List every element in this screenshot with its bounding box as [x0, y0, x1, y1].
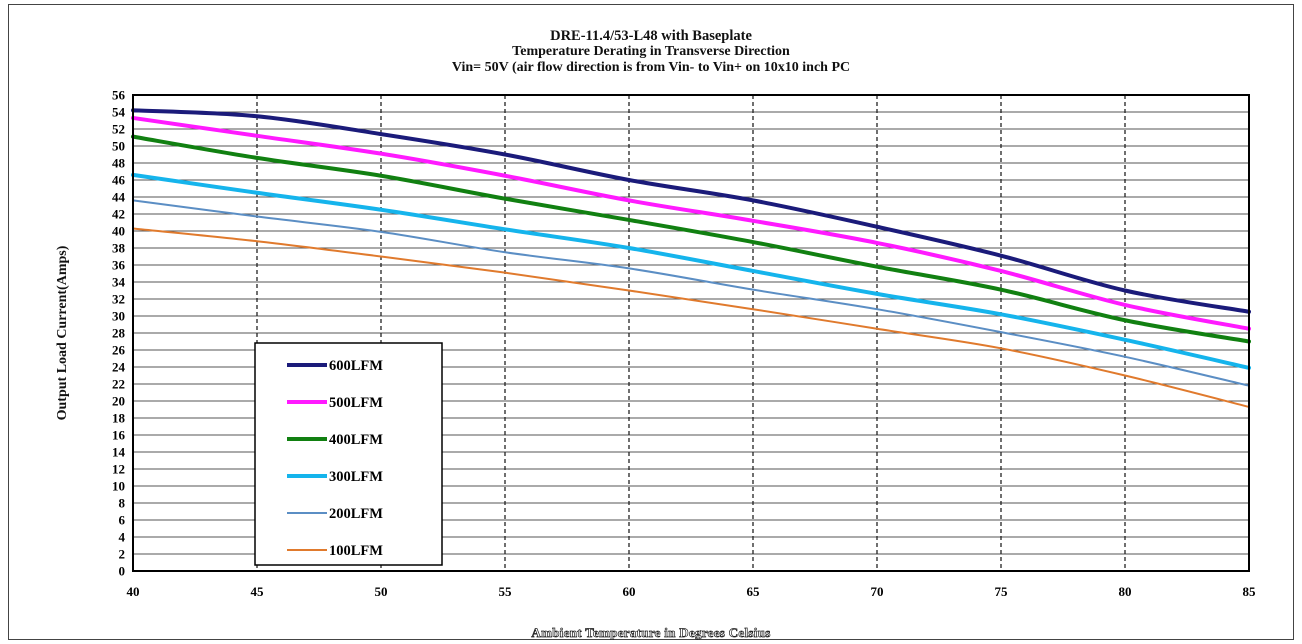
- series-line-400lfm: [131, 134, 1251, 344]
- y-tick-label: 48: [112, 156, 126, 171]
- y-tick-labels: 0246810121416182022242628303234363840424…: [112, 88, 126, 579]
- x-tick-label: 75: [995, 584, 1009, 599]
- y-tick-label: 14: [112, 445, 126, 460]
- y-tick-label: 42: [112, 207, 125, 222]
- x-axis-label: Ambient Temperature in Degrees Celsius: [531, 625, 771, 641]
- x-tick-label: 50: [375, 584, 388, 599]
- chart-subtitle-1: Temperature Derating in Transverse Direc…: [512, 44, 790, 59]
- legend-box: [254, 342, 443, 566]
- x-tick-label: 70: [871, 584, 884, 599]
- y-tick-label: 32: [112, 292, 125, 307]
- legend-label: 600LFM: [329, 358, 383, 374]
- series-line-100lfm: [132, 227, 1250, 408]
- series-line-300lfm: [131, 172, 1251, 370]
- x-tick-label: 60: [623, 584, 636, 599]
- legend-label: 500LFM: [329, 395, 383, 411]
- y-tick-label: 10: [112, 479, 125, 494]
- y-tick-label: 22: [112, 377, 125, 392]
- y-tick-label: 12: [112, 462, 125, 477]
- y-tick-label: 18: [112, 411, 126, 426]
- legend-label: 100LFM: [329, 543, 383, 559]
- y-tick-label: 36: [112, 258, 126, 273]
- y-tick-label: 30: [112, 309, 125, 324]
- legend-label: 300LFM: [329, 469, 383, 485]
- chart-title-block: DRE-11.4/53-L48 with Baseplate Temperatu…: [0, 28, 1302, 76]
- y-tick-label: 50: [112, 139, 125, 154]
- chart-title: DRE-11.4/53-L48 with Baseplate: [550, 28, 752, 44]
- y-axis-label: Output Load Current(Amps): [55, 245, 70, 420]
- y-tick-label: 40: [112, 224, 125, 239]
- legend: 600LFM 500LFM 400LFM 300LFM 200LFM 100LFM: [254, 342, 443, 566]
- y-tick-label: 44: [112, 190, 126, 205]
- y-tick-label: 26: [112, 343, 126, 358]
- x-tick-label: 65: [747, 584, 761, 599]
- chart-frame: [8, 4, 1294, 640]
- y-tick-label: 52: [112, 122, 125, 137]
- y-tick-label: 24: [112, 360, 126, 375]
- series-line-500lfm: [131, 115, 1251, 331]
- y-tick-label: 46: [112, 173, 126, 188]
- y-tick-label: 20: [112, 394, 125, 409]
- y-tick-label: 0: [119, 564, 126, 579]
- x-tick-label: 45: [251, 584, 265, 599]
- series-line-600lfm: [131, 108, 1251, 314]
- chart-subtitle-2: Vin= 50V (air flow direction is from Vin…: [451, 60, 851, 75]
- series-lines: [131, 108, 1251, 408]
- y-tick-label: 6: [119, 513, 126, 528]
- y-tick-label: 56: [112, 88, 126, 103]
- legend-label: 200LFM: [329, 506, 383, 522]
- x-tick-label: 55: [499, 584, 513, 599]
- legend-label: 400LFM: [329, 432, 383, 448]
- y-tick-label: 28: [112, 326, 126, 341]
- x-tick-label: 80: [1119, 584, 1132, 599]
- plot-area-border: [132, 94, 1250, 572]
- x-tick-labels: 40 45 50 55 60 65 70 75 80 85: [127, 584, 1257, 599]
- x-tick-label: 85: [1243, 584, 1257, 599]
- series-line-200lfm: [132, 199, 1250, 387]
- x-tick-label: 40: [127, 584, 140, 599]
- y-tick-label: 34: [112, 275, 126, 290]
- y-tick-label: 2: [119, 547, 126, 562]
- y-tick-label: 8: [119, 496, 126, 511]
- y-tick-label: 16: [112, 428, 126, 443]
- y-tick-label: 4: [119, 530, 126, 545]
- y-tick-label: 38: [112, 241, 126, 256]
- y-tick-label: 54: [112, 105, 126, 120]
